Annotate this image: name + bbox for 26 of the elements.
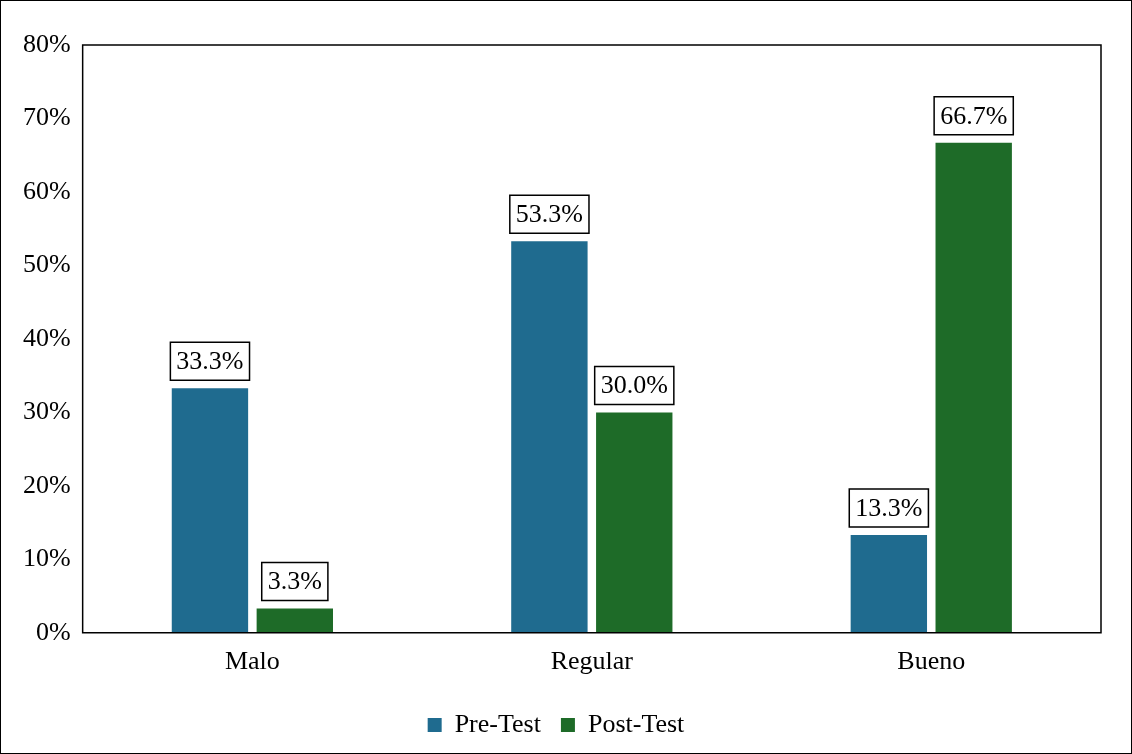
y-tick-label: 10%	[22, 543, 71, 573]
data-label: 33.3%	[176, 345, 244, 375]
y-tick-label: 40%	[22, 322, 71, 352]
data-label: 13.3%	[855, 492, 923, 522]
y-tick-label: 0%	[35, 616, 71, 646]
data-label: 53.3%	[515, 199, 583, 229]
data-label: 30.0%	[600, 370, 668, 400]
bar	[596, 412, 673, 633]
y-tick-label: 60%	[22, 175, 71, 205]
legend-label: Post-Test	[587, 708, 686, 738]
y-tick-label: 30%	[22, 396, 71, 426]
legend-label: Pre-Test	[454, 708, 542, 738]
bar	[171, 388, 249, 633]
y-tick-label: 50%	[22, 249, 71, 279]
x-tick-label: Malo	[224, 646, 280, 676]
data-label: 3.3%	[267, 566, 322, 596]
bar	[256, 608, 333, 633]
data-label: 66.7%	[940, 100, 1008, 130]
x-tick-label: Regular	[550, 646, 634, 676]
bar	[850, 535, 928, 633]
bar	[935, 142, 1012, 633]
y-tick-label: 70%	[22, 102, 71, 132]
y-tick-label: 80%	[22, 28, 71, 58]
x-tick-label: Bueno	[897, 646, 966, 676]
y-tick-label: 20%	[22, 469, 71, 499]
bar	[511, 241, 588, 633]
